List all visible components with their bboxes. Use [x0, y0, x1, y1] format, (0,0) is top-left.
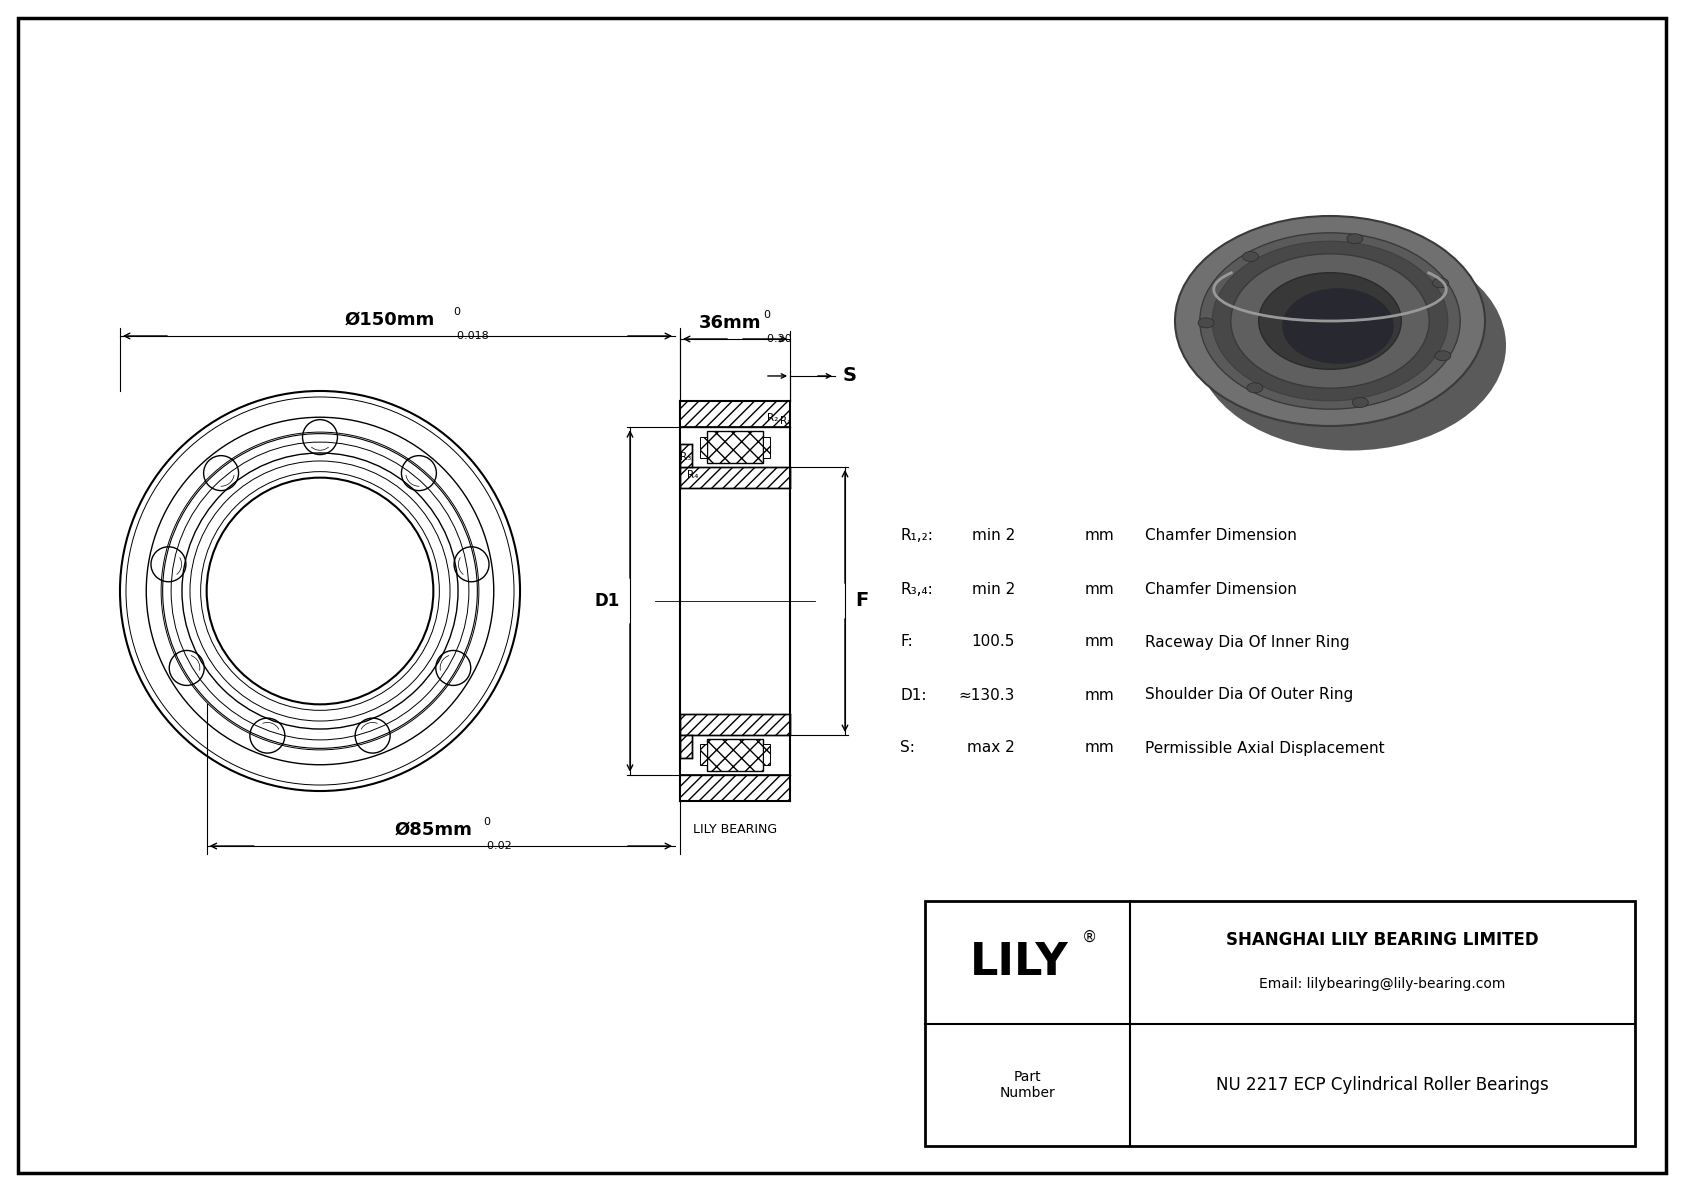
Text: min 2: min 2	[972, 581, 1015, 597]
Bar	[680, 735, 692, 759]
Text: 0: 0	[453, 307, 460, 317]
Ellipse shape	[1197, 318, 1214, 328]
Text: 0: 0	[483, 817, 490, 827]
Ellipse shape	[1246, 382, 1263, 393]
Bar	[680, 443, 692, 467]
Ellipse shape	[1347, 233, 1362, 244]
Text: Permissible Axial Displacement: Permissible Axial Displacement	[1145, 741, 1384, 755]
Ellipse shape	[1352, 398, 1369, 407]
Text: D1: D1	[594, 592, 620, 610]
Text: -0.018: -0.018	[453, 331, 488, 341]
Bar	[680, 775, 790, 802]
Ellipse shape	[1196, 241, 1505, 450]
Text: 100.5: 100.5	[972, 635, 1015, 649]
Bar	[701, 437, 707, 457]
Text: LILY: LILY	[970, 941, 1069, 984]
Text: NU 2217 ECP Cylindrical Roller Bearings: NU 2217 ECP Cylindrical Roller Bearings	[1216, 1075, 1549, 1093]
Text: LILY BEARING: LILY BEARING	[692, 823, 776, 836]
Text: 0: 0	[763, 310, 770, 320]
Text: mm: mm	[1084, 635, 1115, 649]
Ellipse shape	[1175, 216, 1485, 426]
Bar	[680, 715, 790, 735]
Bar	[680, 775, 790, 802]
Text: R₂: R₂	[766, 413, 778, 423]
Text: R₁,₂:: R₁,₂:	[899, 529, 933, 543]
Bar	[925, 902, 1635, 1146]
Text: S: S	[844, 367, 857, 386]
Text: R₄: R₄	[687, 470, 699, 480]
Text: mm: mm	[1084, 529, 1115, 543]
Bar	[680, 735, 692, 759]
Text: min 2: min 2	[972, 529, 1015, 543]
Text: Raceway Dia Of Inner Ring: Raceway Dia Of Inner Ring	[1145, 635, 1349, 649]
Text: Part
Number: Part Number	[1000, 1070, 1056, 1099]
Bar	[680, 715, 790, 735]
Text: Email: lilybearing@lily-bearing.com: Email: lilybearing@lily-bearing.com	[1260, 978, 1505, 991]
Text: mm: mm	[1084, 741, 1115, 755]
Text: S:: S:	[899, 741, 914, 755]
Text: 36mm: 36mm	[699, 314, 761, 332]
Ellipse shape	[1212, 242, 1448, 401]
Ellipse shape	[1243, 251, 1258, 262]
Text: mm: mm	[1084, 687, 1115, 703]
Text: ≈130.3: ≈130.3	[958, 687, 1015, 703]
Bar	[763, 437, 770, 457]
Bar	[707, 738, 763, 772]
Text: -0.20: -0.20	[763, 333, 791, 344]
Bar	[701, 744, 707, 766]
Bar	[680, 467, 790, 487]
Bar	[763, 437, 770, 457]
Bar	[763, 744, 770, 766]
Text: R₁: R₁	[780, 416, 791, 426]
Bar	[701, 437, 707, 457]
Text: D1:: D1:	[899, 687, 926, 703]
Text: R₃: R₃	[680, 451, 690, 462]
Bar	[680, 401, 790, 428]
Text: Chamfer Dimension: Chamfer Dimension	[1145, 529, 1297, 543]
Bar	[707, 738, 763, 772]
Text: Shoulder Dia Of Outer Ring: Shoulder Dia Of Outer Ring	[1145, 687, 1354, 703]
Text: Ø150mm: Ø150mm	[345, 311, 434, 329]
Bar	[680, 467, 790, 487]
Ellipse shape	[1258, 273, 1401, 369]
Bar	[680, 443, 692, 467]
Text: Ø85mm: Ø85mm	[394, 821, 472, 838]
Bar	[701, 744, 707, 766]
Text: SHANGHAI LILY BEARING LIMITED: SHANGHAI LILY BEARING LIMITED	[1226, 931, 1539, 949]
Text: F: F	[855, 592, 869, 611]
Bar	[680, 401, 790, 428]
Text: F:: F:	[899, 635, 913, 649]
Text: ®: ®	[1081, 930, 1096, 944]
Text: Chamfer Dimension: Chamfer Dimension	[1145, 581, 1297, 597]
Text: mm: mm	[1084, 581, 1115, 597]
Ellipse shape	[1199, 232, 1460, 410]
Bar	[707, 431, 763, 463]
Ellipse shape	[1282, 288, 1394, 363]
Text: R₃,₄:: R₃,₄:	[899, 581, 933, 597]
Bar	[763, 744, 770, 766]
Text: -0.02: -0.02	[483, 841, 512, 852]
Ellipse shape	[1433, 278, 1448, 288]
Text: max 2: max 2	[967, 741, 1015, 755]
Bar	[707, 431, 763, 463]
Ellipse shape	[1231, 254, 1430, 388]
Ellipse shape	[1435, 350, 1452, 361]
